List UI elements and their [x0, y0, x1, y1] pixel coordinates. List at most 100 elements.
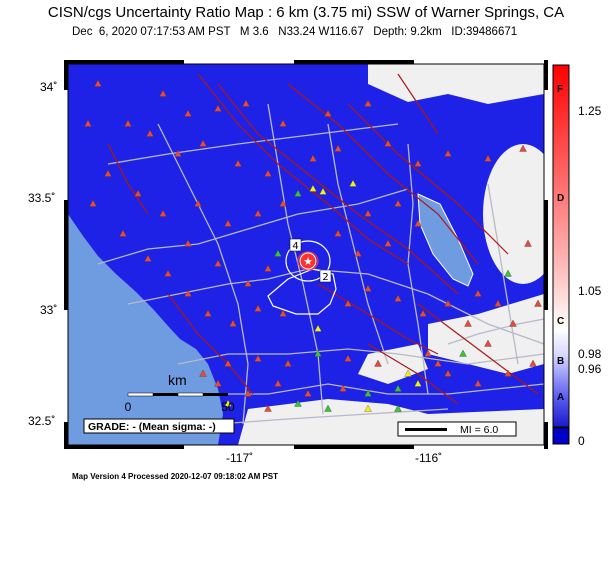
- station-triangle-icon: [424, 349, 432, 357]
- station-triangle-icon: [264, 264, 272, 272]
- station-triangle-icon: [494, 299, 502, 307]
- station-triangle-icon: [274, 249, 282, 257]
- station-triangle-icon: [374, 359, 382, 367]
- station-triangle-icon: [444, 299, 452, 307]
- station-triangle-icon: [519, 144, 527, 152]
- station-triangle-icon: [309, 184, 317, 192]
- grade-letter-c: C: [557, 316, 565, 327]
- station-triangle-icon: [339, 384, 347, 392]
- station-triangle-icon: [159, 209, 167, 217]
- event-details: Dec 6, 2020 07:17:53 AM PST M 3.6 N33.24…: [72, 26, 518, 38]
- station-triangle-icon: [364, 404, 372, 412]
- station-triangle-icon: [164, 269, 172, 277]
- colorbar: [552, 64, 570, 445]
- station-triangle-icon: [234, 159, 242, 167]
- station-triangle-icon: [89, 199, 97, 207]
- station-triangle-icon: [104, 169, 112, 177]
- station-triangle-icon: [159, 89, 167, 97]
- station-triangle-icon: [324, 404, 332, 412]
- station-triangle-icon: [254, 209, 262, 217]
- station-triangle-icon: [349, 179, 357, 187]
- station-triangle-icon: [309, 154, 317, 162]
- station-triangle-icon: [184, 109, 192, 117]
- station-triangle-icon: [214, 104, 222, 112]
- station-triangle-icon: [334, 229, 342, 237]
- svg-text:MI = 6.0: MI = 6.0: [460, 424, 498, 436]
- station-triangle-icon: [199, 369, 207, 377]
- scale-zero: 0: [125, 400, 132, 414]
- station-triangle-icon: [146, 129, 154, 137]
- scale-end: 50: [221, 400, 235, 414]
- station-triangle-icon: [334, 144, 342, 152]
- station-triangle-icon: [242, 99, 250, 107]
- station-triangle-icon: [84, 119, 92, 127]
- mi-legend: MI = 6.0: [397, 421, 517, 437]
- colorbar-label-0-96: 0.96: [578, 362, 602, 376]
- station-triangle-icon: [364, 284, 372, 292]
- station-triangle-icon: [244, 279, 252, 287]
- station-triangle-icon: [279, 199, 287, 207]
- station-triangle-icon: [474, 379, 482, 387]
- station-triangle-icon: [274, 379, 282, 387]
- station-triangle-icon: [214, 259, 222, 267]
- station-triangle-icon: [264, 404, 272, 412]
- grade-letter-d: D: [557, 193, 565, 204]
- station-triangle-icon: [224, 219, 232, 227]
- station-triangle-icon: [364, 209, 372, 217]
- lon-tick-116: -116˚: [415, 451, 443, 465]
- lat-tick-33-5: 33.5˚: [28, 191, 56, 205]
- station-triangle-icon: [509, 319, 517, 327]
- station-triangle-icon: [404, 369, 412, 377]
- station-triangle-icon: [184, 239, 192, 247]
- station-triangle-icon: [199, 139, 207, 147]
- salton-sea: [417, 193, 474, 287]
- lat-tick-33: 33˚: [40, 303, 58, 317]
- station-triangle-icon: [484, 339, 492, 347]
- station-triangle-icon: [384, 239, 392, 247]
- station-triangle-icon: [394, 294, 402, 302]
- station-triangle-icon: [194, 199, 202, 207]
- station-triangle-icon: [254, 304, 262, 312]
- faults: [107, 73, 539, 405]
- station-triangle-icon: [504, 269, 512, 277]
- colorbar-label-1-05: 1.05: [578, 284, 602, 298]
- station-triangle-icon: [224, 359, 232, 367]
- station-triangle-icon: [174, 149, 182, 157]
- station-triangle-icon: [214, 379, 222, 387]
- colorbar-label-1-25: 1.25: [578, 104, 602, 118]
- station-triangle-icon: [134, 189, 142, 197]
- station-triangle-icon: [384, 139, 392, 147]
- station-triangle-icon: [324, 109, 332, 117]
- grade-letter-a: A: [557, 392, 565, 403]
- station-triangle-icon: [394, 384, 402, 392]
- scale-unit: km: [168, 372, 187, 388]
- lat-tick-34: 34˚: [40, 80, 58, 94]
- station-triangle-icon: [124, 119, 132, 127]
- station-triangle-icon: [434, 359, 442, 367]
- station-triangle-icon: [534, 299, 542, 307]
- station-triangle-icon: [204, 309, 212, 317]
- map-title: CISN/cgs Uncertainty Ratio Map : 6 km (3…: [47, 4, 565, 21]
- station-triangle-icon: [414, 159, 422, 167]
- station-triangle-icon: [414, 219, 422, 227]
- station-triangle-icon: [294, 399, 302, 407]
- station-triangle-icon: [344, 299, 352, 307]
- colorbar-label-0: 0: [578, 434, 585, 448]
- station-triangle-icon: [314, 324, 322, 332]
- station-triangle-icon: [244, 389, 252, 397]
- map-canvas: ★ 4 2 km 0 50 GRADE: - (Mean sigma: -): [68, 64, 544, 445]
- station-triangle-icon: [394, 404, 402, 412]
- contour-label-4: 4: [289, 238, 302, 252]
- station-triangle-icon: [394, 199, 402, 207]
- station-triangle-icon: [279, 119, 287, 127]
- svg-text:2: 2: [322, 272, 328, 283]
- svg-text:4: 4: [292, 241, 298, 252]
- epicenter-star-icon: ★: [303, 255, 313, 268]
- station-triangle-icon: [144, 254, 152, 262]
- station-triangle-icon: [284, 359, 292, 367]
- station-triangle-icon: [484, 154, 492, 162]
- station-triangle-icon: [229, 319, 237, 327]
- uncertainty-contours: [267, 240, 337, 315]
- station-triangle-icon: [529, 359, 537, 367]
- station-triangle-icon: [184, 289, 192, 297]
